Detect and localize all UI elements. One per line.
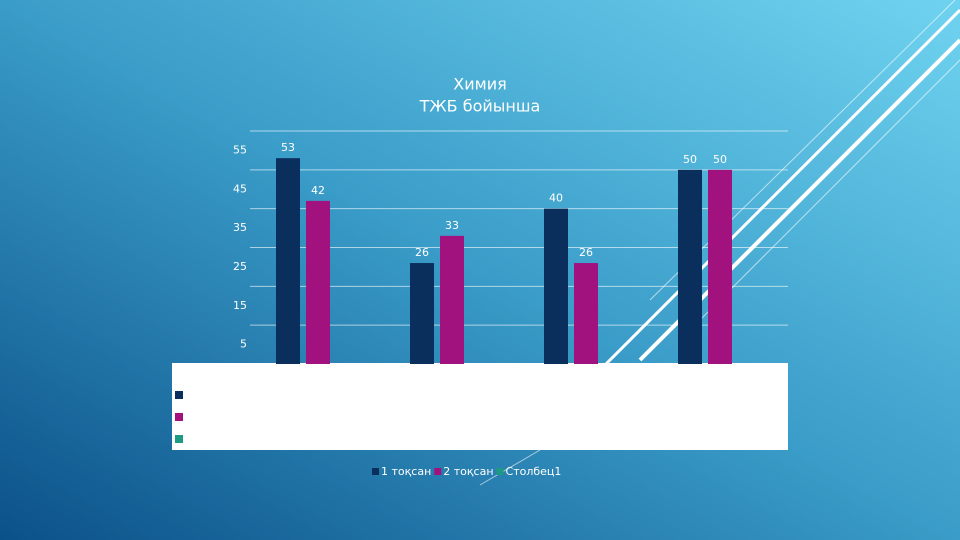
chart-title: ТЖБ бойынша [419,97,541,116]
value-label: 42 [311,184,325,197]
decor-line [699,59,960,321]
table-key [175,391,183,399]
decor-line [479,449,541,486]
legend-label: Столбец1 [506,465,562,478]
decor-line [598,8,960,372]
bar [544,208,568,364]
chart-title: Химия [453,75,506,94]
legend-label: 2 тоқсан [443,465,493,478]
value-label: 53 [281,141,295,154]
y-tick-label: 45 [233,182,247,195]
y-tick-label: 25 [233,260,247,273]
y-tick-label: 15 [233,299,247,312]
value-label: 26 [415,246,429,259]
data-table [172,363,788,450]
legend-swatch [496,468,504,475]
value-label: 50 [683,153,697,166]
legend-swatch [372,468,379,475]
table-key [175,413,183,421]
y-tick-label: 35 [233,221,247,234]
value-label: 26 [579,246,593,259]
legend-swatch [434,468,442,475]
bar [574,263,598,364]
bar [306,200,330,364]
bar [440,235,464,364]
legend-label: 1 тоқсан [381,465,431,478]
y-tick-label: 5 [240,338,247,351]
table-key [175,435,183,443]
bar [678,169,702,364]
bar [708,169,732,364]
bar [410,263,434,364]
value-label: 50 [713,153,727,166]
y-tick-label: 55 [233,143,247,156]
value-label: 33 [445,219,459,232]
bar [276,158,300,364]
value-label: 40 [549,192,563,205]
